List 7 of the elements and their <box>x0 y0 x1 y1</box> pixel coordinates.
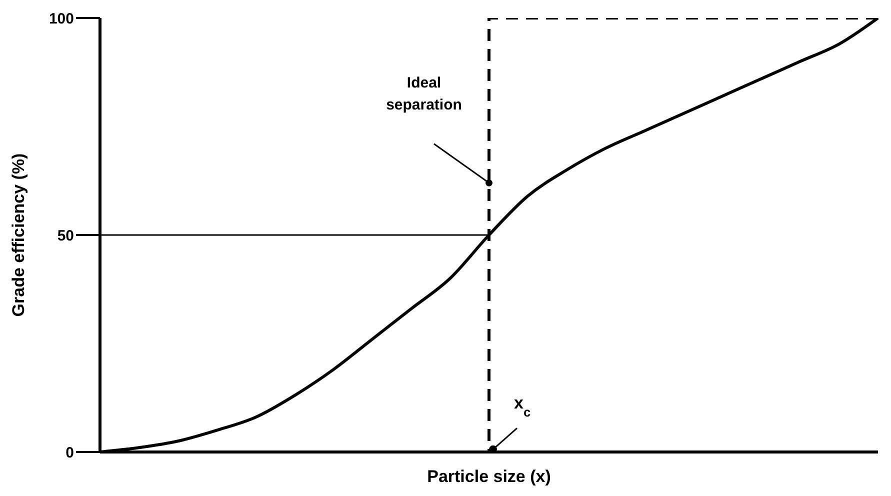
y-tick-label: 100 <box>48 10 74 28</box>
y-tick-label: 0 <box>66 444 74 462</box>
y-axis-title: Grade efficiency (%) <box>9 153 28 317</box>
y-tick-label: 50 <box>57 227 74 244</box>
annotation: x$_{c}$ <box>514 394 531 420</box>
annotation: Ideal separation <box>386 74 462 114</box>
x-axis-title: Particle size (x) <box>427 467 551 486</box>
